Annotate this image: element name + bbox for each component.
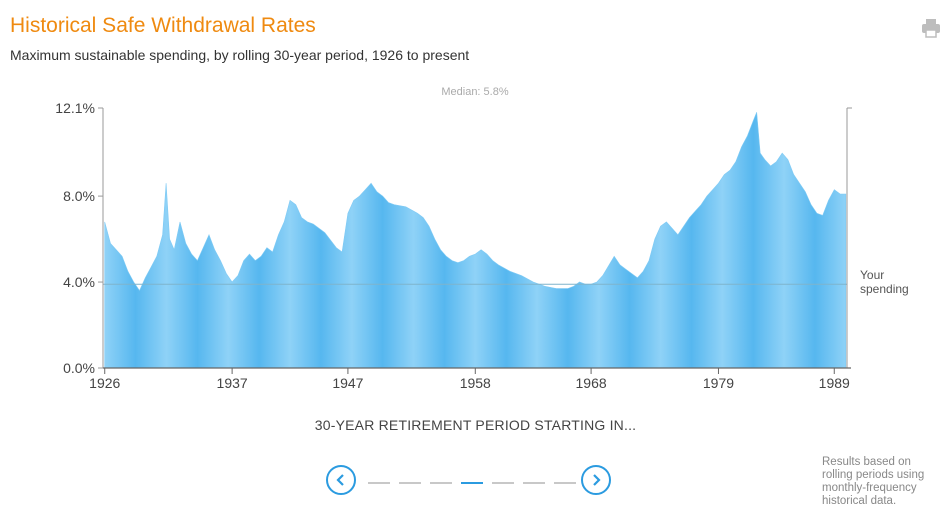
chevron-right-icon <box>593 474 601 486</box>
x-tick-label: 1979 <box>703 375 734 391</box>
next-button[interactable] <box>581 465 611 495</box>
y-tick-label: 0.0% <box>63 360 95 376</box>
x-axis-title: 30-YEAR RETIREMENT PERIOD STARTING IN... <box>314 417 637 433</box>
withdrawal-rate-chart: Median: 5.8% Your spending 0.0% 4.0% 8.0% 1… <box>55 86 909 391</box>
x-tick-label: 1947 <box>332 375 363 391</box>
x-tick-label: 1989 <box>819 375 850 391</box>
period-pager <box>326 465 616 499</box>
printer-icon[interactable] <box>920 18 942 38</box>
page-indicator[interactable] <box>368 482 390 484</box>
note-line: historical data. <box>822 495 897 507</box>
page-indicator[interactable] <box>492 482 514 484</box>
withdrawal-rate-area <box>104 112 847 369</box>
page-indicator[interactable] <box>399 482 421 484</box>
your-spending-label: Your <box>860 268 884 282</box>
page-title: Historical Safe Withdrawal Rates <box>10 14 316 37</box>
note-line: Results based on <box>822 456 911 468</box>
page-indicator[interactable] <box>430 482 452 484</box>
prev-button[interactable] <box>326 465 356 495</box>
x-tick-label: 1968 <box>576 375 607 391</box>
y-tick-label: 8.0% <box>63 188 95 204</box>
your-spending-label-2: spending <box>860 282 909 296</box>
page-indicator[interactable] <box>554 482 576 484</box>
y-tick-label: 12.1% <box>55 100 95 116</box>
note-line: monthly-frequency <box>822 482 917 494</box>
x-tick-label: 1958 <box>460 375 491 391</box>
page-subtitle: Maximum sustainable spending, by rolling… <box>10 47 470 63</box>
x-tick-label: 1937 <box>217 375 248 391</box>
note-line: rolling periods using <box>822 469 925 481</box>
chevron-left-icon <box>336 474 344 486</box>
y-tick-label: 4.0% <box>63 274 95 290</box>
methodology-note: Results based on rolling periods using m… <box>822 456 947 508</box>
x-tick-label: 1926 <box>89 375 120 391</box>
median-label: Median: 5.8% <box>441 86 508 98</box>
page-indicator[interactable] <box>461 482 483 484</box>
page-indicator[interactable] <box>523 482 545 484</box>
